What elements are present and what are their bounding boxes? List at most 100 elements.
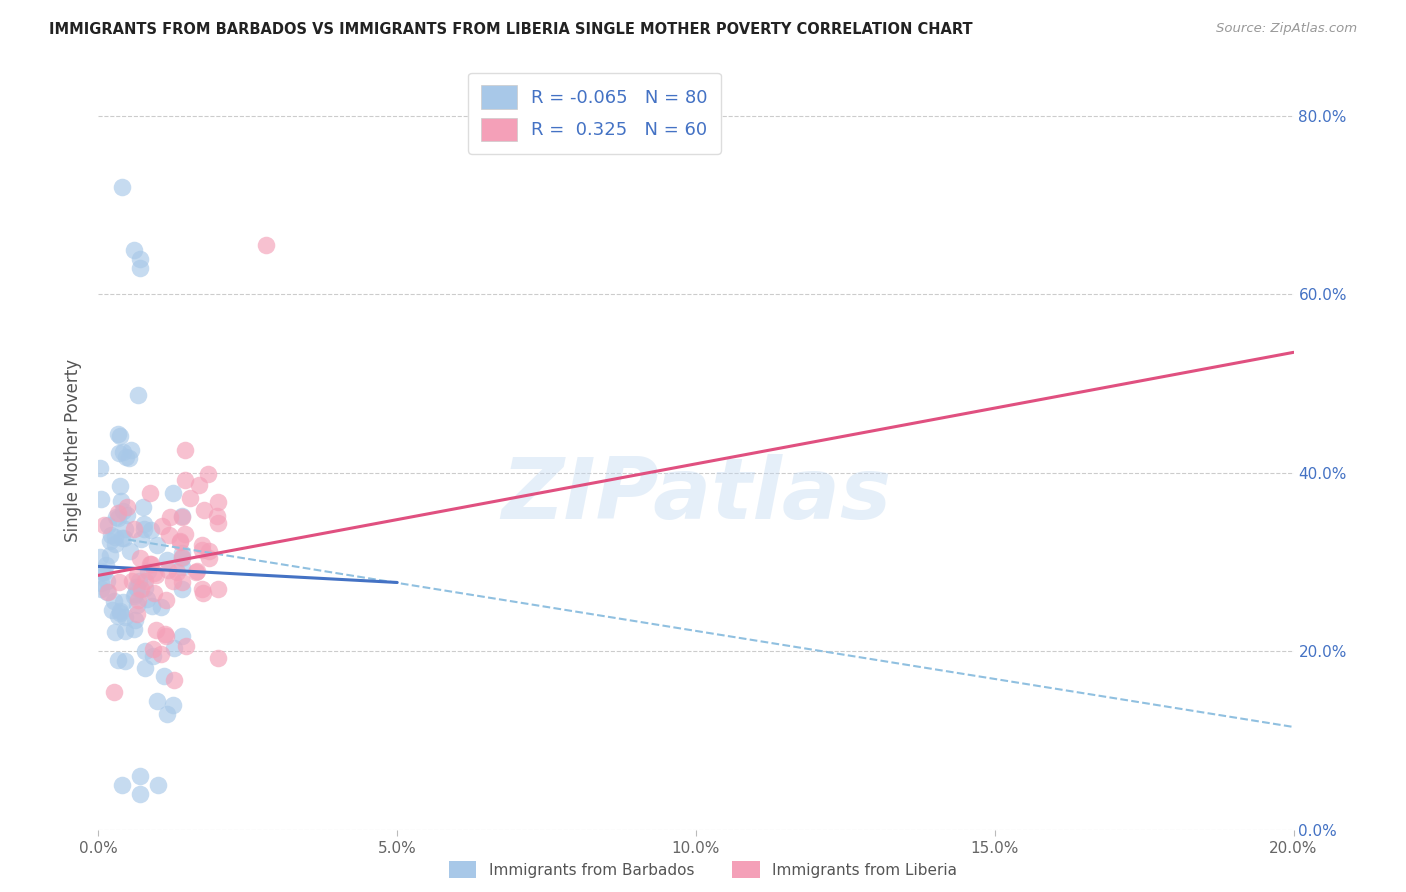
Point — [104, 624, 127, 639]
Point — [104, 537, 127, 551]
Point — [174, 640, 197, 654]
Point — [139, 485, 162, 500]
Point — [120, 543, 142, 558]
Legend: Immigrants from Barbados, Immigrants from Liberia: Immigrants from Barbados, Immigrants fro… — [443, 855, 963, 884]
Point — [193, 585, 215, 599]
Point — [115, 508, 138, 522]
Point — [197, 550, 219, 565]
Point — [114, 624, 136, 638]
Point — [191, 582, 214, 596]
Point — [134, 581, 156, 595]
Point — [107, 511, 129, 525]
Point — [170, 550, 193, 565]
Point — [145, 568, 167, 582]
Point — [146, 694, 169, 708]
Point — [94, 558, 117, 572]
Point — [172, 560, 194, 574]
Text: Source: ZipAtlas.com: Source: ZipAtlas.com — [1216, 22, 1357, 36]
Point — [143, 566, 166, 581]
Point — [172, 551, 194, 566]
Point — [136, 564, 159, 578]
Point — [162, 486, 184, 500]
Point — [108, 429, 131, 443]
Point — [134, 574, 156, 588]
Point — [89, 461, 111, 475]
Point — [170, 510, 193, 524]
Point — [193, 502, 215, 516]
Point — [156, 707, 179, 722]
Point — [93, 518, 115, 533]
Point — [93, 565, 115, 579]
Point — [134, 661, 156, 675]
Point — [103, 684, 125, 698]
Point — [107, 608, 129, 623]
Point — [101, 602, 124, 616]
Point — [150, 647, 173, 661]
Point — [159, 510, 181, 524]
Point — [127, 388, 149, 402]
Point — [129, 769, 152, 783]
Point — [114, 522, 136, 536]
Point — [108, 606, 131, 620]
Point — [125, 599, 148, 613]
Point — [96, 574, 118, 589]
Point — [104, 530, 127, 544]
Point — [96, 585, 118, 599]
Point — [153, 627, 176, 641]
Point — [157, 563, 180, 577]
Point — [124, 589, 146, 603]
Point — [111, 778, 134, 792]
Point — [179, 491, 201, 505]
Point — [120, 443, 142, 458]
Point — [115, 500, 138, 514]
Point — [162, 698, 184, 713]
Point — [149, 599, 172, 614]
Point — [131, 582, 153, 596]
Point — [103, 594, 125, 608]
Point — [132, 522, 155, 536]
Point — [145, 623, 167, 637]
Point — [129, 532, 152, 546]
Point — [207, 495, 229, 509]
Point — [112, 445, 135, 459]
Point — [121, 574, 143, 589]
Point — [90, 575, 112, 590]
Point — [155, 592, 177, 607]
Point — [127, 567, 149, 582]
Point — [122, 522, 145, 536]
Point — [124, 243, 146, 257]
Point — [146, 538, 169, 552]
Point — [166, 566, 188, 580]
Point — [156, 553, 179, 567]
Point — [118, 451, 141, 466]
Point — [172, 630, 194, 644]
Point — [134, 644, 156, 658]
Point — [163, 673, 186, 687]
Point — [162, 574, 184, 589]
Point — [129, 551, 152, 566]
Text: IMMIGRANTS FROM BARBADOS VS IMMIGRANTS FROM LIBERIA SINGLE MOTHER POVERTY CORREL: IMMIGRANTS FROM BARBADOS VS IMMIGRANTS F… — [49, 22, 973, 37]
Point — [163, 641, 186, 656]
Point — [107, 426, 129, 441]
Point — [89, 549, 111, 564]
Point — [125, 607, 148, 622]
Point — [132, 500, 155, 515]
Point — [107, 653, 129, 667]
Y-axis label: Single Mother Poverty: Single Mother Poverty — [65, 359, 83, 542]
Point — [172, 582, 194, 596]
Point — [108, 446, 131, 460]
Point — [115, 450, 138, 465]
Point — [142, 648, 165, 663]
Point — [169, 534, 191, 549]
Point — [197, 544, 219, 558]
Point — [110, 493, 132, 508]
Point — [172, 545, 194, 559]
Point — [157, 527, 180, 541]
Point — [132, 516, 155, 531]
Point — [207, 516, 229, 531]
Point — [207, 582, 229, 596]
Point — [150, 519, 173, 533]
Point — [124, 587, 146, 601]
Point — [142, 585, 165, 599]
Point — [139, 523, 162, 537]
